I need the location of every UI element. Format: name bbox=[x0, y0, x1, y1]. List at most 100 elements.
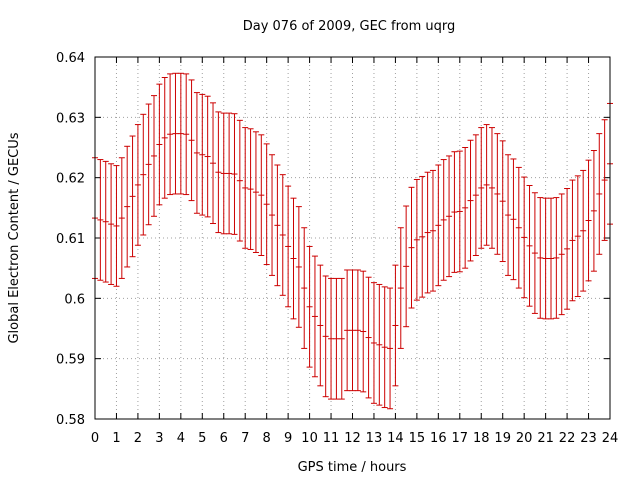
axis-ticks: 0 1 2 3 4 5 6 7 8 9 10 11 12 13 14 15 16 17 18 19 20 21 22 23 24… bbox=[56, 51, 618, 446]
x-tick-label: 2 bbox=[134, 431, 142, 446]
error-bar bbox=[322, 275, 329, 398]
error-bar bbox=[569, 179, 576, 302]
y-tick-label: 0.62 bbox=[56, 172, 85, 187]
x-tick-label: 12 bbox=[344, 431, 361, 446]
error-bar bbox=[542, 197, 549, 320]
error-bar bbox=[247, 128, 254, 250]
x-tick-label: 22 bbox=[559, 431, 576, 446]
error-bar bbox=[553, 197, 560, 319]
error-bar bbox=[242, 127, 249, 249]
error-bar bbox=[505, 154, 512, 276]
x-tick-label: 7 bbox=[241, 431, 249, 446]
error-bar bbox=[585, 159, 592, 282]
error-bar bbox=[118, 157, 125, 279]
error-bar bbox=[446, 155, 453, 278]
error-bar bbox=[226, 112, 233, 235]
x-tick-label: 15 bbox=[409, 431, 426, 446]
error-bar bbox=[220, 112, 227, 235]
error-bar bbox=[204, 95, 211, 218]
error-bar bbox=[193, 92, 200, 214]
error-bar bbox=[580, 169, 587, 292]
chart-title: Day 076 of 2009, GEC from uqrg bbox=[243, 19, 456, 34]
error-bar bbox=[451, 151, 458, 273]
x-tick-label: 16 bbox=[430, 431, 447, 446]
x-tick-label: 18 bbox=[473, 431, 490, 446]
error-bar bbox=[328, 277, 335, 400]
error-bar bbox=[531, 192, 538, 314]
error-bar bbox=[403, 205, 410, 328]
error-bar bbox=[269, 154, 276, 276]
error-bar bbox=[129, 135, 136, 258]
error-bar bbox=[397, 227, 404, 349]
x-tick-label: 19 bbox=[494, 431, 511, 446]
error-bar bbox=[424, 171, 431, 294]
error-bar bbox=[188, 79, 195, 202]
x-tick-label: 0 bbox=[91, 431, 99, 446]
error-bar bbox=[344, 269, 351, 392]
x-axis-label: GPS time / hours bbox=[298, 460, 407, 475]
error-bar bbox=[199, 93, 206, 216]
y-tick-label: 0.58 bbox=[56, 413, 85, 428]
error-bar bbox=[360, 270, 367, 393]
error-bar bbox=[521, 176, 528, 299]
error-bar bbox=[376, 283, 383, 406]
error-bar bbox=[494, 133, 501, 255]
error-bar bbox=[236, 119, 243, 242]
error-bar bbox=[526, 185, 533, 307]
y-tick-label: 0.6 bbox=[64, 292, 85, 307]
y-tick-label: 0.63 bbox=[56, 111, 85, 126]
error-bar bbox=[306, 245, 313, 368]
error-bar bbox=[167, 73, 174, 196]
error-bar bbox=[387, 287, 394, 410]
error-bar bbox=[419, 175, 426, 298]
error-bar bbox=[274, 164, 281, 287]
x-tick-label: 11 bbox=[323, 431, 340, 446]
error-bar bbox=[134, 124, 141, 246]
error-bar bbox=[333, 277, 340, 400]
error-bar bbox=[124, 145, 131, 268]
error-bar bbox=[151, 95, 158, 217]
error-bar bbox=[285, 185, 292, 308]
error-bar bbox=[408, 186, 415, 309]
error-bar bbox=[140, 113, 147, 236]
error-bar bbox=[467, 139, 474, 262]
error-bar bbox=[510, 158, 517, 281]
error-bar bbox=[365, 276, 372, 399]
error-bar bbox=[215, 111, 222, 234]
error-bar bbox=[499, 140, 506, 263]
error-bar bbox=[537, 197, 544, 319]
error-bar bbox=[290, 197, 297, 320]
error-bar bbox=[301, 227, 308, 349]
error-bar bbox=[392, 264, 399, 387]
x-tick-label: 24 bbox=[602, 431, 619, 446]
x-tick-label: 1 bbox=[112, 431, 120, 446]
x-tick-label: 21 bbox=[537, 431, 554, 446]
error-bar bbox=[574, 175, 581, 298]
error-bar bbox=[349, 269, 356, 392]
error-bar bbox=[435, 164, 442, 287]
error-bar bbox=[97, 159, 104, 281]
error-bar bbox=[231, 113, 238, 235]
error-bar bbox=[161, 77, 168, 199]
x-tick-label: 17 bbox=[452, 431, 469, 446]
error-bar bbox=[590, 150, 597, 272]
error-bar bbox=[478, 127, 485, 249]
x-tick-label: 6 bbox=[220, 431, 228, 446]
error-bar bbox=[596, 133, 603, 255]
error-bar bbox=[564, 188, 571, 310]
error-bar bbox=[547, 197, 554, 320]
x-tick-label: 9 bbox=[284, 431, 292, 446]
x-tick-label: 23 bbox=[580, 431, 597, 446]
error-bar bbox=[317, 264, 324, 387]
x-tick-label: 14 bbox=[387, 431, 404, 446]
error-bar bbox=[413, 178, 420, 301]
error-bar bbox=[279, 174, 286, 296]
x-tick-label: 20 bbox=[516, 431, 533, 446]
x-tick-label: 10 bbox=[301, 431, 318, 446]
error-bar bbox=[210, 102, 217, 225]
error-bar bbox=[370, 282, 377, 404]
error-bar bbox=[145, 103, 152, 226]
plot-frame bbox=[94, 56, 611, 420]
error-bar bbox=[108, 163, 115, 285]
